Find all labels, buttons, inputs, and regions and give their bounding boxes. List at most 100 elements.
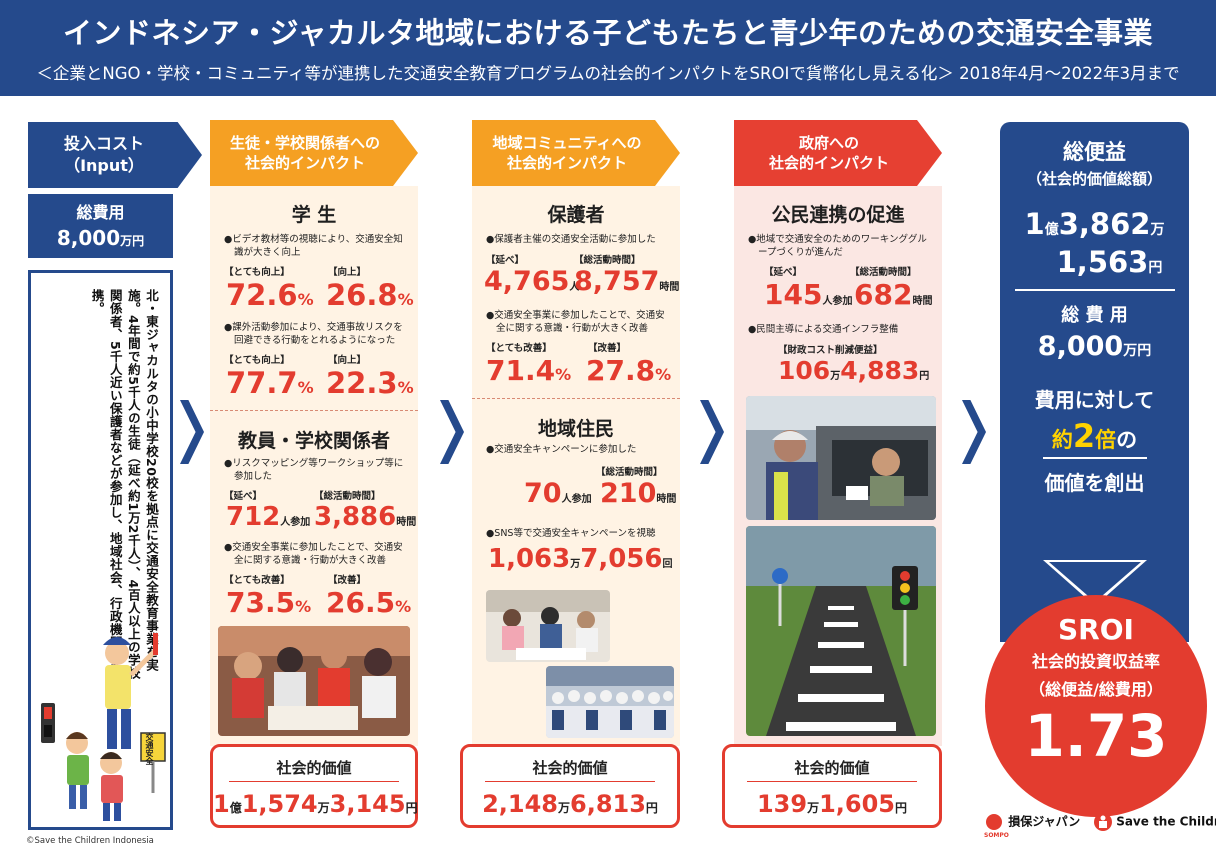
sompo-small-text: SOMPO [984,832,1009,839]
students-b2-label-2: 【向上】 [328,355,367,366]
residents-b1-value-1: 70人参加 [524,478,592,509]
col1-tab-line2: 社会的インパクト [244,154,365,172]
traffic-training-course-photo [746,526,936,736]
teachers-b1-value-1: 712人参加 [226,502,311,532]
sroi-value: 1.73 [1024,702,1168,770]
total-benefit-value-line1: 1億3,862万 [1024,207,1165,241]
ppp-b1-label-2: 【総活動時間】 [850,267,917,278]
residents-b1-value-2: 210時間 [600,478,677,509]
parents-bullet-1: 保護者主催の交通安全活動に参加した [486,234,672,247]
save-the-children-text: Save the Children [1116,814,1216,829]
teachers-b2-label-1: 【とても改善】 [224,575,290,586]
page-subtitle: ＜企業とNGO・学校・コミュニティ等が連携した交通安全教育プログラムの社会的イン… [36,64,1180,83]
input-tab-line1: 投入コスト [63,134,144,154]
teachers-bullet-1: リスクマッピング等ワークショップ等に参加した [224,458,408,484]
government-impact-panel: 公民連携の促進 地域で交通安全のためのワーキンググループづくりが進んだ 【延べ】… [734,186,942,746]
parents-b1-value-2: 8,757時間 [574,266,680,297]
community-impact-tab: 地域コミュニティへの 社会的インパクト [472,120,680,186]
student-impact-tab: 生徒・学校関係者への 社会的インパクト [210,120,418,186]
parents-b2-value-2: 27.8% [586,354,672,387]
col2-social-value: 2,148万6,813円 [482,790,658,818]
save-the-children-mark-icon [1094,813,1112,831]
sompo-mark-icon [986,814,1002,830]
input-cost-unit: 万円 [120,234,145,249]
students-b1-label-2: 【向上】 [328,267,367,278]
chevron-right-icon [440,400,464,464]
col2-tab-line2: 社会的インパクト [506,154,627,172]
crossing-guard-illustration [41,633,166,821]
sompo-logo-text: 損保ジャパン [1008,814,1081,829]
col2-value-title: 社会的価値 [532,759,608,777]
government-social-value-box: 社会的価値 139万1,605円 [722,744,942,828]
students-title: 学 生 [291,204,337,226]
chevron-right-icon [700,400,724,464]
sroi-label: 社会的投資収益率 [1031,652,1160,671]
student-impact-panel: 学 生 ビデオ教材等の視聴により、交通安全知識が大きく向上 【とても向上】 【向… [210,186,418,746]
students-bullet-2: 課外活動参加により、交通事故リスクを回避できる行動をとれるようになった [224,322,408,348]
teachers-bullet-2: 交通安全事業に参加したことで、交通安全に関する意識・行動が大きく改善 [224,542,408,568]
col3-value-title: 社会的価値 [794,759,870,777]
ppp-title: 公民連携の促進 [771,204,905,226]
input-tab-line2: （Input） [64,156,144,175]
input-total-cost: 総費用 8,000万円 [28,194,173,258]
value-message-line1: 費用に対して [1034,388,1155,412]
community-group-photo [546,666,674,738]
page-title: インドネシア・ジャカルタ地域における子どもたちと青少年のための交通安全事業 [62,16,1154,50]
ppp-b2-value: 106万4,883円 [778,356,930,385]
section-divider [472,398,680,399]
parents-bullet-2: 交通安全事業に参加したことで、交通安全に関する意識・行動が大きく改善 [486,310,672,336]
col2-tab-line1: 地域コミュニティへの [492,133,642,152]
parents-b2-label-1: 【とても改善】 [486,343,552,354]
teachers-b1-value-2: 3,886時間 [314,502,417,532]
students-b1-label-1: 【とても向上】 [224,267,290,278]
total-benefit-value-line2: 1,563円 [1056,245,1163,279]
students-b2-label-1: 【とても向上】 [224,355,290,366]
col3-tab-line1: 政府への [798,133,859,152]
parents-title: 保護者 [547,204,605,226]
parents-b1-value-1: 4,765人 [484,266,580,297]
ppp-bullet-2: 民間主導による交通インフラ整備 [748,324,932,337]
teachers-b2-value-1: 73.5% [226,586,312,619]
community-impact-panel: 保護者 保護者主催の交通安全活動に参加した 【延べ】 【総活動時間】 4,765… [472,186,680,746]
parents-b2-label-2: 【改善】 [588,343,627,354]
total-benefit-panel: 総便益 （社会的価値総額） 1億3,862万 1,563円 総 費 用 8,00… [1000,122,1189,642]
section-divider [210,410,418,411]
parents-activity-photo [486,590,610,662]
traffic-safety-sign-text: 交通安全 [145,733,154,765]
chevron-right-icon [962,400,986,464]
sompo-logo: 損保ジャパン SOMPO [984,812,1081,839]
chevron-right-icon [180,400,204,464]
parents-b2-value-1: 71.4% [486,354,572,387]
teachers-b1-label-2: 【総活動時間】 [314,491,381,502]
students-b1-value-1: 72.6% [226,278,314,312]
total-cost-value: 8,000万円 [1037,331,1152,362]
ppp-bullet-1: 地域で交通安全のためのワーキンググループづくりが進んだ [748,234,932,260]
residents-b1-label-2: 【総活動時間】 [596,467,663,478]
col1-social-value: 1億1,574万3,145円 [213,790,418,818]
ppp-b2-label: 【財政コスト削減便益】 [778,345,883,356]
sroi-circle: SROI 社会的投資収益率 （総便益/総費用） 1.73 [985,595,1207,817]
residents-bullet-2: SNS等で交通安全キャンペーンを視聴 [486,528,672,541]
teachers-b2-label-2: 【改善】 [328,575,367,586]
students-b1-value-2: 26.8% [326,278,414,312]
government-impact-tab: 政府への 社会的インパクト [734,120,942,186]
value-message-line3: 価値を創出 [1044,471,1145,495]
residents-title: 地域住民 [537,418,614,440]
project-description-box: 北・東ジャカルタの小中学校20校を拠点に交通安全教育事業を実施。4年間で約5千人… [28,270,173,830]
students-b2-value-1: 77.7% [226,366,314,400]
col3-social-value: 139万1,605円 [756,790,908,818]
community-social-value-box: 社会的価値 2,148万6,813円 [460,744,680,828]
project-description: 北・東ジャカルタの小中学校20校を拠点に交通安全教育事業を実施。4年間で約5千人… [89,289,159,689]
ppp-b1-label-1: 【延べ】 [764,267,803,278]
ppp-b1-value-2: 682時間 [854,278,933,311]
ppp-b1-value-1: 145人参加 [764,278,853,311]
students-workshop-photo [218,626,410,736]
residents-b2-value: 1,063万7,056回 [488,544,673,574]
teachers-title: 教員・学校関係者 [237,430,390,452]
students-bullet-1: ビデオ教材等の視聴により、交通安全知識が大きく向上 [224,234,408,260]
parents-b1-label-2: 【総活動時間】 [574,255,641,266]
total-benefit-subtitle: （社会的価値総額） [1026,170,1162,188]
value-message-line2: 約2倍の [1051,417,1138,455]
student-social-value-box: 社会的価値 1億1,574万3,145円 [210,744,418,828]
residents-bullet-1: 交通安全キャンペーンに参加した [486,444,672,457]
